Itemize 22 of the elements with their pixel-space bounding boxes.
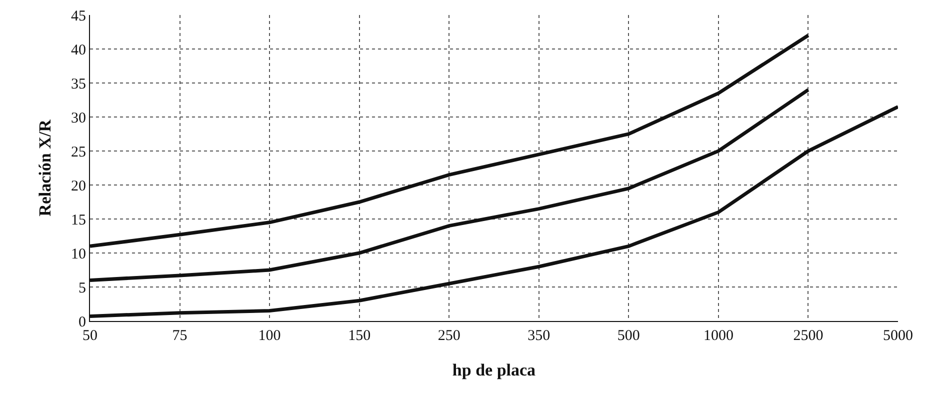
x-tick-label: 250 <box>438 328 460 344</box>
y-tick-label: 30 <box>71 110 86 126</box>
y-tick-label: 5 <box>78 280 86 296</box>
y-tick-label: 45 <box>71 8 86 24</box>
x-tick-label: 150 <box>348 328 371 344</box>
y-tick-label: 40 <box>71 42 86 58</box>
x-tick-label: 2500 <box>793 328 824 344</box>
x-tick-label: 1000 <box>703 328 734 344</box>
y-tick-label: 25 <box>71 144 86 160</box>
x-tick-label: 350 <box>528 328 550 344</box>
y-tick-label: 15 <box>71 212 86 228</box>
y-axis-title: Relación X/R <box>36 118 55 216</box>
x-tick-label: 500 <box>617 328 640 344</box>
x-axis-title: hp de placa <box>452 360 536 380</box>
y-tick-label: 10 <box>71 246 86 262</box>
y-tick-label: 35 <box>71 76 86 92</box>
x-tick-label: 100 <box>258 328 281 344</box>
y-tick-label: 20 <box>71 178 86 194</box>
x-tick-label: 50 <box>82 328 98 344</box>
x-tick-label: 75 <box>172 328 188 344</box>
y-tick-label: 0 <box>78 314 86 330</box>
x-tick-label: 5000 <box>883 328 913 344</box>
